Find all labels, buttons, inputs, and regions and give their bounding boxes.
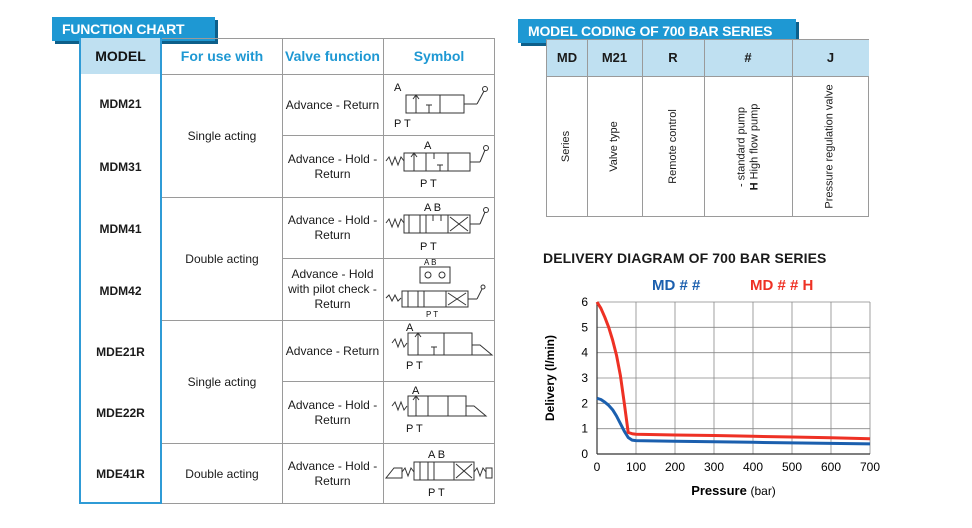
valve-function-cell: Advance - Return xyxy=(285,343,380,358)
x-tick-label: 600 xyxy=(821,460,841,474)
y-tick-label: 3 xyxy=(581,371,588,385)
y-tick-label: 4 xyxy=(581,346,588,360)
y-tick-label: 2 xyxy=(581,396,588,410)
series-line-2 xyxy=(595,301,871,441)
y-tick-label: 1 xyxy=(581,422,588,436)
symbol-port-bottom: P T xyxy=(420,178,437,190)
x-tick-label: 0 xyxy=(594,460,601,474)
model-column xyxy=(79,74,162,504)
legend-series-2: MD # # H xyxy=(750,277,814,294)
desc-valve-type: Valve type xyxy=(608,121,620,172)
valve-function-cell: Advance - Hold with pilot check - Return xyxy=(288,267,377,311)
symbol-port-top: A B xyxy=(424,258,436,267)
valve-function-cell: Advance - Return xyxy=(285,97,380,112)
code-m21: M21 xyxy=(587,40,642,76)
code-j: J xyxy=(792,40,869,76)
valve-symbols: A P T A P T A B P T xyxy=(384,82,494,499)
desc-pressure-regulation: Pressure regulation valve xyxy=(824,84,836,209)
x-tick-label: 300 xyxy=(704,460,724,474)
y-axis-label: Delivery (l/min) xyxy=(543,335,557,421)
use-with-cell: Single acting xyxy=(187,128,257,143)
symbol-port-top: A xyxy=(394,82,402,94)
x-tick-label: 400 xyxy=(743,460,763,474)
series-line-1 xyxy=(596,396,871,446)
valve-symbol-icon: A P T xyxy=(391,385,488,435)
delivery-diagram-title: DELIVERY DIAGRAM OF 700 BAR SERIES xyxy=(543,250,827,266)
y-tick-label: 6 xyxy=(581,295,588,309)
model-name: MDM21 xyxy=(99,97,142,111)
x-tick-label: 500 xyxy=(782,460,802,474)
x-axis-label: Pressure (bar) xyxy=(691,483,776,498)
symbol-port-top: A B xyxy=(428,449,445,461)
symbol-port-bottom: P T xyxy=(428,487,445,499)
x-tick-label: 200 xyxy=(665,460,685,474)
header-model: MODEL xyxy=(79,38,162,74)
symbol-port-top: A xyxy=(412,385,420,397)
symbol-port-bottom: P T xyxy=(394,118,411,130)
symbol-port-bottom: P T xyxy=(426,310,438,319)
header-symbol: Symbol xyxy=(413,48,465,64)
valve-symbol-icon: A B P T xyxy=(384,449,493,499)
desc-pump: - standard pump H High flow pump xyxy=(734,103,760,190)
valve-function-cell: Advance - Hold - Return xyxy=(287,459,378,488)
valve-symbol-icon: A P T xyxy=(391,322,494,372)
valve-function-cell: Advance - Hold - Return xyxy=(287,213,378,242)
desc-series: Series xyxy=(560,130,573,163)
x-tick-label: 100 xyxy=(626,460,646,474)
delivery-chart: 0 100 200 300 400 500 600 700 0 1 2 3 4 5 6 Delivery (… xyxy=(543,295,880,498)
model-name: MDM42 xyxy=(99,284,142,298)
symbol-port-bottom: P T xyxy=(406,423,423,435)
use-with-cell: Single acting xyxy=(187,374,257,389)
header-for-use-with: For use with xyxy=(180,48,264,64)
valve-symbol-icon: A P T xyxy=(394,82,488,130)
code-r: R xyxy=(642,40,704,76)
model-name: MDE22R xyxy=(96,406,145,420)
symbol-port-top: A xyxy=(406,322,414,334)
code-pump: # xyxy=(704,40,792,76)
symbol-port-top: A B xyxy=(424,202,441,214)
desc-remote-control: Remote control xyxy=(666,109,679,184)
function-chart-title: FUNCTION CHART xyxy=(52,17,215,41)
symbol-port-bottom: P T xyxy=(420,241,437,253)
valve-function-cell: Advance - Hold - Return xyxy=(287,151,378,181)
model-name: MDM41 xyxy=(99,222,142,236)
model-name: MDE41R xyxy=(96,467,145,481)
model-name: MDE21R xyxy=(96,345,145,359)
symbol-port-bottom: P T xyxy=(406,360,423,372)
y-tick-label: 5 xyxy=(581,320,588,334)
valve-symbol-icon: A B P T xyxy=(385,258,486,319)
y-tick-label: 0 xyxy=(581,447,588,461)
model-coding-table: MD M21 R # J Series Valve type Remote co… xyxy=(546,39,869,217)
svg-text:Pressure (bar): Pressure (bar) xyxy=(691,483,776,498)
header-valve-function: Valve function xyxy=(285,48,380,64)
use-with-cell: Double acting xyxy=(185,466,259,481)
valve-symbol-icon: A P T xyxy=(385,140,489,190)
code-md: MD xyxy=(547,40,587,76)
use-with-cell: Double acting xyxy=(185,251,259,266)
x-tick-label: 700 xyxy=(860,460,880,474)
symbol-port-top: A xyxy=(424,140,432,152)
valve-function-cell: Advance - Hold - Return xyxy=(287,397,378,427)
function-chart-table: MODEL For use with Valve function Symbol… xyxy=(79,38,495,504)
valve-symbol-icon: A B P T xyxy=(385,202,489,253)
legend-series-1: MD # # xyxy=(652,277,701,294)
model-name: MDM31 xyxy=(99,160,142,174)
